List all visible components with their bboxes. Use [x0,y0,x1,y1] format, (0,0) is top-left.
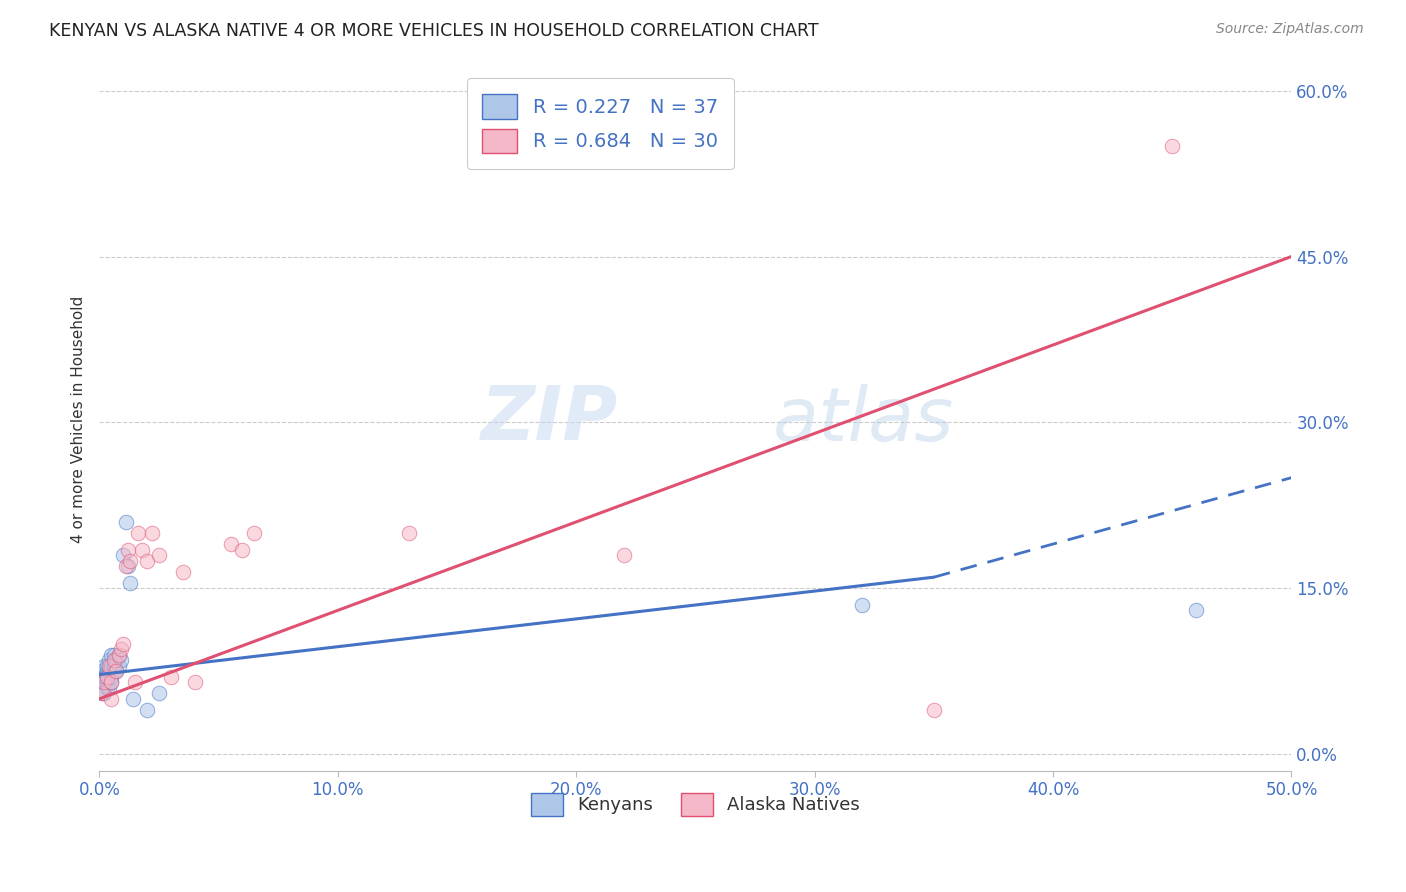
Text: atlas: atlas [773,384,955,456]
Point [184,675,207,690]
Point [98,664,121,678]
Point [613,548,636,562]
Point [131,542,153,557]
Point [96,681,118,695]
Point [96,670,118,684]
Point [121,691,143,706]
Legend: Kenyans, Alaska Natives: Kenyans, Alaska Natives [522,783,869,825]
Point [96,664,118,678]
Point [105,653,128,667]
Point [117,542,139,557]
Point [141,525,163,540]
Point [231,542,253,557]
Point [110,642,132,657]
Point [124,675,146,690]
Point [148,548,170,562]
Point [100,658,122,673]
Point [219,537,242,551]
Point [160,670,183,684]
Point [103,653,125,667]
Point [120,553,142,567]
Point [103,658,125,673]
Point [90,686,112,700]
Point [98,681,121,695]
Text: Source: ZipAtlas.com: Source: ZipAtlas.com [1216,22,1364,37]
Point [93,670,115,684]
Point [98,653,121,667]
Point [1161,139,1184,153]
Point [851,598,873,612]
Point [103,648,125,662]
Point [93,675,115,690]
Point [100,670,122,684]
Point [127,525,149,540]
Point [100,675,122,690]
Point [107,648,129,662]
Point [112,636,135,650]
Point [98,658,121,673]
Point [117,559,139,574]
Point [100,691,122,706]
Point [136,703,159,717]
Point [1185,603,1208,617]
Point [93,686,115,700]
Point [172,565,194,579]
Point [398,525,420,540]
Point [90,686,112,700]
Point [105,664,128,678]
Point [120,575,142,590]
Text: ZIP: ZIP [481,383,619,456]
Point [922,703,945,717]
Point [112,548,135,562]
Point [114,515,136,529]
Point [93,675,115,690]
Point [93,658,115,673]
Point [148,686,170,700]
Text: KENYAN VS ALASKA NATIVE 4 OR MORE VEHICLES IN HOUSEHOLD CORRELATION CHART: KENYAN VS ALASKA NATIVE 4 OR MORE VEHICL… [49,22,818,40]
Point [100,675,122,690]
Point [96,658,118,673]
Point [90,664,112,678]
Point [107,658,129,673]
Point [96,670,118,684]
Point [243,525,266,540]
Point [107,648,129,662]
Point [90,675,112,690]
Point [136,553,159,567]
Point [103,664,125,678]
Point [100,648,122,662]
Point [114,559,136,574]
Y-axis label: 4 or more Vehicles in Household: 4 or more Vehicles in Household [72,296,86,543]
Point [105,664,128,678]
Point [110,653,132,667]
Point [98,670,121,684]
Point [96,675,118,690]
